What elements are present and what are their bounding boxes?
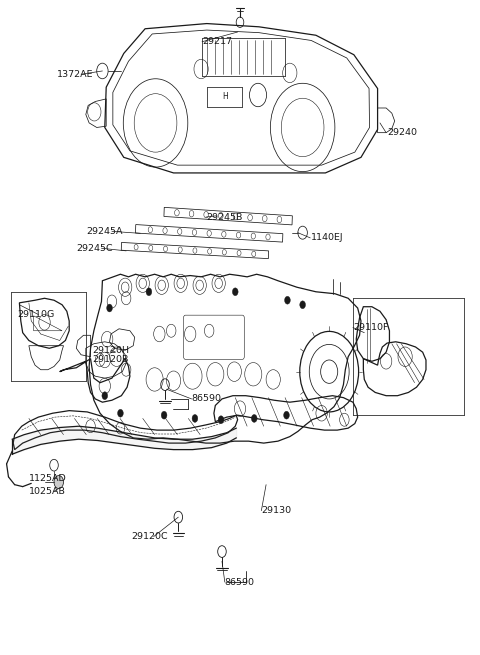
Text: 1125AD: 1125AD: [29, 474, 67, 483]
Text: 29110F: 29110F: [353, 323, 388, 332]
Text: 86590: 86590: [225, 578, 255, 587]
Circle shape: [192, 415, 198, 422]
Text: 29217: 29217: [202, 37, 232, 47]
Text: 29245A: 29245A: [86, 227, 122, 236]
Text: 1025AB: 1025AB: [29, 487, 66, 496]
Text: H: H: [222, 92, 228, 102]
Text: 86590: 86590: [192, 394, 222, 403]
Circle shape: [161, 411, 167, 419]
Text: 1140EJ: 1140EJ: [311, 233, 344, 242]
Circle shape: [232, 288, 238, 295]
Circle shape: [285, 296, 290, 304]
Text: 29130: 29130: [261, 506, 291, 515]
Text: 29245B: 29245B: [207, 213, 243, 221]
Text: 29120B: 29120B: [92, 356, 128, 364]
Circle shape: [54, 476, 63, 489]
Text: 29245C: 29245C: [76, 244, 113, 253]
Text: 29120C: 29120C: [131, 532, 168, 541]
Circle shape: [218, 416, 224, 424]
Text: 29240: 29240: [387, 128, 417, 137]
Circle shape: [146, 288, 152, 295]
Circle shape: [102, 392, 108, 400]
Circle shape: [118, 409, 123, 417]
Text: 1372AE: 1372AE: [57, 69, 94, 79]
Circle shape: [107, 304, 112, 312]
Circle shape: [252, 415, 257, 422]
Circle shape: [284, 411, 289, 419]
Circle shape: [300, 301, 305, 309]
Text: 29120H: 29120H: [92, 346, 129, 355]
Text: 29110G: 29110G: [17, 310, 54, 319]
